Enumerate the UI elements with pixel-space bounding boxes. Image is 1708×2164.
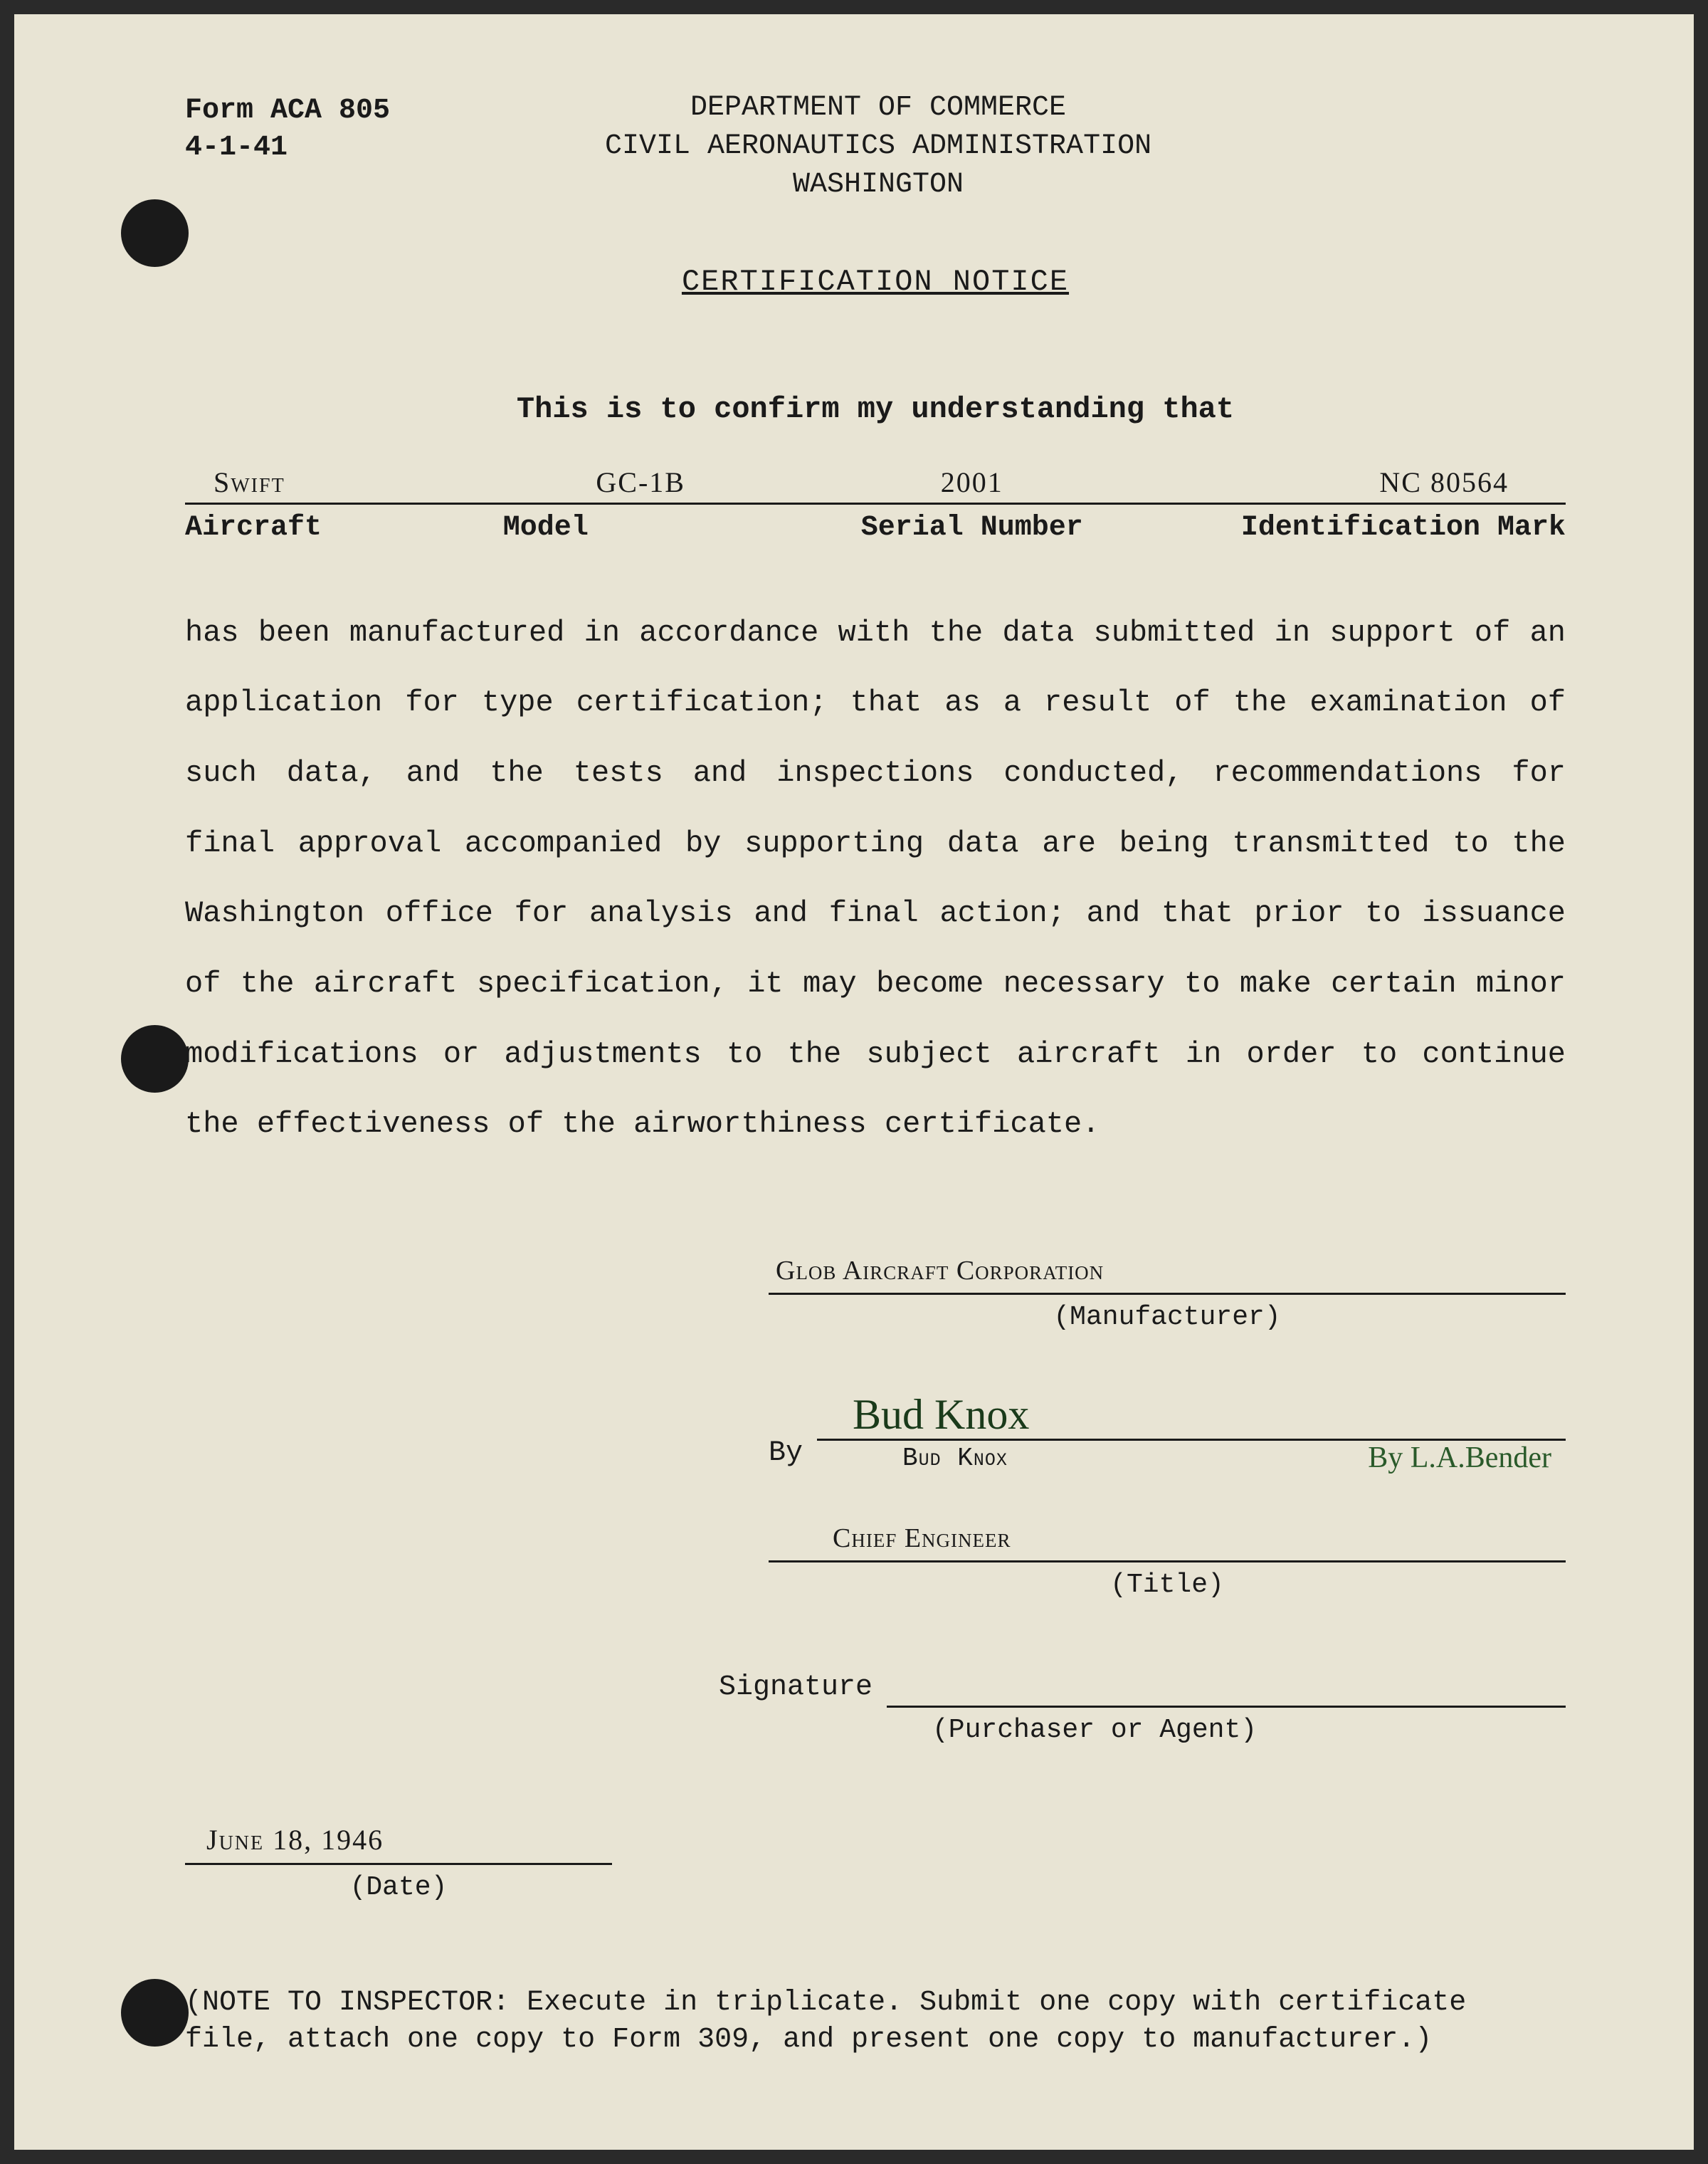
by-signature: Bud Knox [824,1391,1029,1438]
punch-hole-icon [121,1025,189,1093]
date-value: June 18, 1946 [185,1824,384,1856]
inspector-note: (NOTE TO INSPECTOR: Execute in triplicat… [185,1985,1566,2059]
aircraft-label: Aircraft [185,508,489,548]
dept-line1: DEPARTMENT OF COMMERCE [390,89,1366,127]
date-caption: (Date) [185,1869,612,1906]
dept-line3: WASHINGTON [390,166,1366,204]
form-number: Form ACA 805 [185,93,390,130]
manufacturer-signature-block: Glob Aircraft Corporation (Manufacturer) [769,1252,1566,1336]
department-header: DEPARTMENT OF COMMERCE CIVIL AERONAUTICS… [390,89,1366,204]
title-line: Chief Engineer [769,1520,1566,1562]
title-signature-block: Chief Engineer (Title) [769,1520,1566,1604]
by-signature-line: Bud Knox [817,1379,1566,1441]
aircraft-label-row: Aircraft Model Serial Number Identificat… [185,508,1566,548]
purchaser-signature-label: Signature [719,1668,873,1708]
by-printed-text: Bud Knox [902,1444,1008,1473]
form-header: Form ACA 805 4-1-41 DEPARTMENT OF COMMER… [185,93,1566,204]
punch-hole-icon [121,1979,189,2047]
aircraft-value: Swift [185,463,489,503]
dept-line2: CIVIL AERONAUTICS ADMINISTRATION [390,127,1366,166]
punch-hole-icon [121,199,189,267]
identification-label: Identification Mark [1151,508,1566,548]
manufacturer-caption: (Manufacturer) [769,1298,1566,1336]
manufacturer-name: Glob Aircraft Corporation [776,1256,1104,1287]
confirm-statement: This is to confirm my understanding that [185,389,1566,431]
by-label: By [769,1434,803,1477]
purchaser-signature-block: Signature [719,1668,1566,1708]
model-label: Model [489,508,793,548]
serial-value: 2001 [793,463,1151,503]
identification-value: NC 80564 [1151,463,1566,503]
aircraft-data-row: Swift GC-1B 2001 NC 80564 [185,463,1566,505]
by-printed-name: Bud Knox By L.A.Bender [817,1441,1566,1476]
model-value: GC-1B [489,463,793,503]
by-signature-block: By Bud Knox Bud Knox By L.A.Bender [769,1379,1566,1476]
date-line: June 18, 1946 [185,1820,612,1865]
date-block: June 18, 1946 (Date) [185,1820,612,1906]
title-caption: (Title) [769,1566,1566,1604]
title-value: Chief Engineer [776,1523,1011,1555]
secondary-signature: By L.A.Bender [1368,1437,1551,1479]
manufacturer-line: Glob Aircraft Corporation [769,1252,1566,1295]
form-id-block: Form ACA 805 4-1-41 [185,93,390,167]
body-paragraph: has been manufactured in accordance with… [185,598,1566,1160]
document-page: Form ACA 805 4-1-41 DEPARTMENT OF COMMER… [14,14,1694,2150]
form-date: 4-1-41 [185,130,390,167]
purchaser-signature-line [887,1676,1566,1708]
document-title: CERTIFICATION NOTICE [185,261,1566,303]
serial-label: Serial Number [793,508,1151,548]
purchaser-caption: (Purchaser or Agent) [932,1711,1566,1749]
